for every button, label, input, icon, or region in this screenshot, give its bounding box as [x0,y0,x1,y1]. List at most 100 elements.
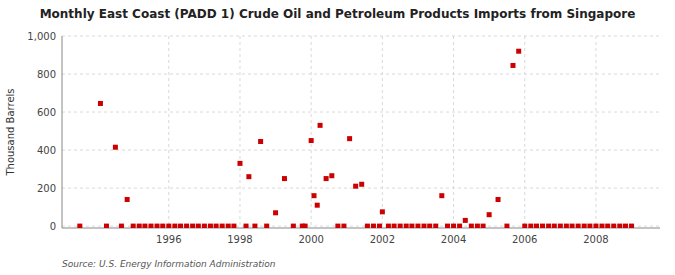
point [599,224,604,228]
point [231,224,236,228]
y-grid-line [62,112,660,113]
point [516,49,521,54]
point [214,224,219,228]
point [546,224,551,228]
point [329,173,334,178]
y-axis-label: Thousand Barrels [5,88,16,176]
point [380,209,385,214]
point [273,210,278,215]
point [318,123,323,128]
point [359,182,364,187]
point [137,224,142,228]
x-tick-label: 2006 [512,234,537,245]
y-grid-line [62,36,660,37]
point [202,224,207,228]
point [309,138,314,143]
point [237,161,242,166]
y-tick-label: 600 [37,107,56,118]
x-tick-label: 1996 [156,234,181,245]
point [617,224,622,228]
point [552,224,557,228]
point [386,224,391,228]
point [534,224,539,228]
x-grid-line [524,36,525,228]
x-tick-label: 2000 [298,234,323,245]
point [98,101,103,106]
x-grid-line [382,36,383,228]
point [324,176,329,181]
y-tick-label: 1,000 [27,31,56,42]
x-grid-line [239,36,240,228]
point [593,224,598,228]
point [252,224,257,228]
y-grid-line [62,74,660,75]
point [587,224,592,228]
point [439,193,444,198]
point [264,224,269,228]
point [142,224,147,228]
point [178,224,183,228]
point [377,224,382,228]
point [623,224,628,228]
point [371,224,376,228]
x-grid-line [595,36,596,228]
point [469,224,474,228]
point [244,224,249,228]
point [564,224,569,228]
point [208,224,213,228]
point [291,224,296,228]
x-grid-line [168,36,169,228]
point [77,224,82,228]
point [246,174,251,179]
y-grid-line [62,188,660,189]
point [522,224,527,228]
y-tick-label: 800 [37,69,56,80]
point [303,224,308,228]
point [365,224,370,228]
x-tick-label: 2008 [583,234,608,245]
point [409,224,414,228]
point [190,224,195,228]
point [113,145,118,150]
point [629,224,634,228]
point [341,224,346,228]
point [422,224,427,228]
point [148,224,153,228]
point [119,224,124,228]
x-tick-label: 2002 [370,234,395,245]
title: Monthly East Coast (PADD 1) Crude Oil an… [40,7,636,21]
point [451,224,456,228]
point [392,224,397,228]
point [104,224,109,228]
point [404,224,409,228]
grid [62,36,660,228]
x-tick-label: 1998 [227,234,252,245]
y-axis-line [62,36,63,228]
point [172,224,177,228]
point [131,224,136,228]
point [315,203,320,208]
point [475,224,480,228]
axes: 02004006008001,0001996199820002002200420… [27,31,660,245]
point [415,224,420,228]
point [226,224,231,228]
point [166,224,171,228]
point [398,224,403,228]
point [335,224,340,228]
point [558,224,563,228]
point [220,224,225,228]
point [481,224,486,228]
point [504,224,509,228]
y-tick-label: 200 [37,183,56,194]
point [258,139,263,144]
y-tick-label: 0 [50,221,56,232]
point [457,224,462,228]
y-grid-line [62,150,660,151]
point [496,197,501,202]
point [463,218,468,223]
x-grid-line [453,36,454,228]
point [282,176,287,181]
x-grid-line [311,36,312,228]
point [445,224,450,228]
point [582,224,587,228]
